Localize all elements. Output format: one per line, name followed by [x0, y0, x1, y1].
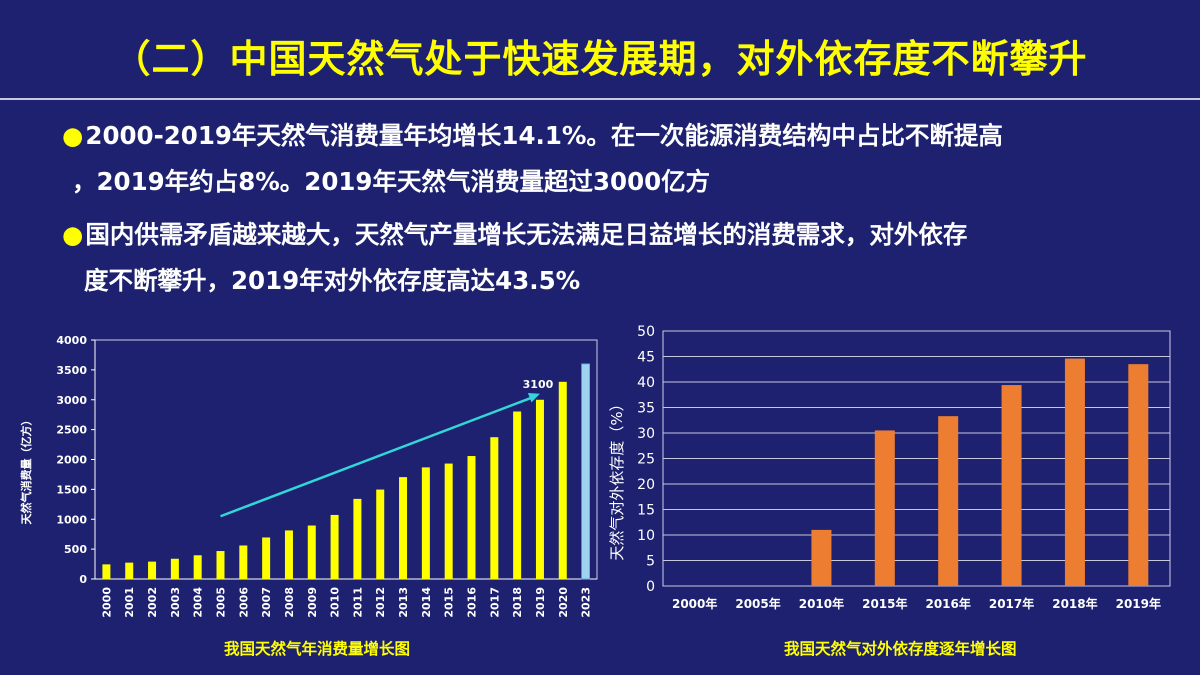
- x-tick-label: 2009: [306, 587, 319, 618]
- x-tick-label: 2011: [351, 587, 364, 618]
- bar: [874, 430, 895, 586]
- y-tick-label: 5: [646, 554, 655, 570]
- y-tick-label: 0: [646, 579, 655, 595]
- bullet-1: ●2000-2019年天然气消费量年均增长14.1%。在一次能源消费结构中占比不…: [62, 113, 1182, 205]
- x-tick-label: 2013: [397, 587, 410, 618]
- x-tick-label: 2018: [511, 587, 524, 618]
- x-tick-label: 2005: [215, 587, 228, 618]
- y-axis-label: 天然气对外依存度（%）: [608, 396, 626, 560]
- bar: [467, 456, 476, 579]
- bar: [1128, 364, 1149, 586]
- bullet-2-line-2: 度不断攀升，2019年对外依存度高达43.5%: [84, 266, 581, 295]
- x-tick-label: 2007: [260, 587, 273, 618]
- bar: [444, 463, 453, 579]
- y-axis-label: 天然气消费量（亿方）: [19, 415, 33, 525]
- bullet-2-line-1: 国内供需矛盾越来越大，天然气产量增长无法满足日益增长的消费需求，对外依存: [85, 220, 968, 249]
- bullet-dot-icon: ●: [62, 121, 84, 150]
- x-tick-label: 2017: [488, 587, 501, 618]
- y-tick-label: 20: [637, 477, 655, 493]
- consumption-bar-chart: 0 500 1000 1500 2000 2500 3000 3500 4000 2000 2001…: [19, 334, 598, 618]
- bar: [353, 498, 362, 579]
- bar: [811, 529, 832, 586]
- x-tick-label: 2010年: [799, 596, 844, 611]
- trend-arrow-head-icon: [527, 393, 540, 403]
- x-tick-label: 2020: [557, 587, 570, 618]
- x-tick-label: 2001: [123, 587, 136, 618]
- x-tick-label: 2002: [146, 587, 159, 618]
- bar: [1001, 385, 1022, 586]
- slide-title: （二）中国天然气处于快速发展期，对外依存度不断攀升: [112, 37, 1088, 81]
- bar: [376, 489, 385, 579]
- dependency-chart-caption: 我国天然气对外依存度逐年增长图: [784, 640, 1017, 658]
- plot-frame: [94, 339, 598, 580]
- consumption-chart-caption: 我国天然气年消费量增长图: [224, 640, 411, 658]
- x-tick-label: 2006: [237, 587, 250, 618]
- x-tick-label: 2010: [329, 587, 342, 618]
- y-tick-label: 1500: [56, 483, 87, 496]
- bar: [262, 537, 271, 579]
- x-tick-label: 2016: [466, 587, 479, 618]
- y-tick-label: 45: [637, 350, 655, 366]
- bar: [490, 437, 499, 579]
- forecast-bar: [581, 363, 590, 580]
- bullet-1-line-1: 2000-2019年天然气消费量年均增长14.1%。在一次能源消费结构中占比不断…: [85, 121, 1003, 150]
- x-tick-label: 2017年: [989, 596, 1034, 611]
- bar: [102, 564, 111, 579]
- bar: [421, 467, 430, 579]
- y-tick-label: 2000: [56, 454, 87, 467]
- x-tick-label: 2005年: [735, 596, 780, 611]
- y-tick-label: 3000: [56, 394, 87, 407]
- x-tick-label: 2019: [534, 587, 547, 618]
- x-tick-label: 2003: [169, 587, 182, 618]
- bar: [148, 561, 157, 579]
- y-tick-label: 0: [79, 573, 87, 586]
- y-tick-label: 3500: [56, 364, 87, 377]
- x-tick-label: 2000: [100, 587, 113, 618]
- x-tick-label: 2004: [192, 587, 205, 618]
- x-tick-label: 2015: [443, 587, 456, 618]
- bullet-dot-icon: ●: [62, 220, 84, 249]
- x-tick-label: 2018年: [1052, 596, 1097, 611]
- bar: [193, 555, 202, 579]
- bar: [330, 514, 339, 579]
- y-tick-label: 30: [637, 426, 655, 442]
- bar: [938, 416, 959, 586]
- bar: [125, 562, 134, 579]
- x-tick-label: 2019年: [1116, 596, 1161, 611]
- x-tick-label: 2014: [420, 587, 433, 618]
- title-divider: [0, 98, 1200, 100]
- x-tick-label: 2008: [283, 587, 296, 618]
- trend-arrow-line: [220, 395, 535, 518]
- y-tick-label: 500: [64, 543, 87, 556]
- bar: [513, 411, 522, 579]
- y-tick-label: 1000: [56, 513, 87, 526]
- bar: [216, 551, 225, 579]
- bar: [239, 545, 248, 579]
- y-tick-label: 15: [637, 503, 655, 519]
- bar: [535, 399, 544, 579]
- y-tick-label: 50: [637, 324, 655, 340]
- bar: [170, 558, 179, 579]
- bar: [399, 477, 408, 579]
- y-tick-label: 35: [637, 401, 655, 417]
- bar: [1064, 358, 1085, 586]
- bar: [284, 530, 293, 579]
- annotation-label: 3100: [523, 378, 554, 391]
- x-tick-label: 2023: [580, 587, 593, 618]
- bar: [307, 525, 316, 579]
- x-tick-label: 2015年: [862, 596, 907, 611]
- bullet-1-line-2: ，2019年约占8%。2019年天然气消费量超过3000亿方: [72, 167, 711, 196]
- y-tick-label: 25: [637, 452, 655, 468]
- y-tick-label: 40: [637, 375, 655, 391]
- y-tick-label: 4000: [56, 334, 87, 347]
- bullet-2: ●国内供需矛盾越来越大，天然气产量增长无法满足日益增长的消费需求，对外依存 度不…: [62, 212, 1182, 304]
- x-tick-label: 2000年: [672, 596, 717, 611]
- x-tick-label: 2016年: [925, 596, 970, 611]
- x-tick-label: 2012: [374, 587, 387, 618]
- bar: [558, 381, 567, 579]
- y-tick-label: 10: [637, 528, 655, 544]
- y-tick-label: 2500: [56, 424, 87, 437]
- dependency-bar-chart: 0 5 10 15 20 25 30 35 40 45 50 2000年 2005年 2010年 2015年…: [608, 324, 1171, 611]
